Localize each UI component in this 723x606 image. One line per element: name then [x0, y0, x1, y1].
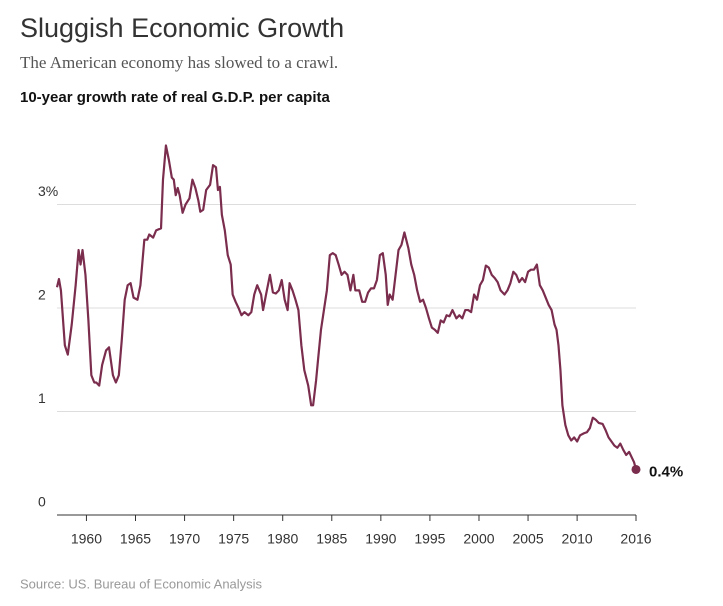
y-tick-label: 0	[38, 494, 46, 510]
x-tick-label: 1965	[120, 531, 151, 547]
end-label: 0.4%	[649, 463, 683, 480]
x-tick-label: 1975	[218, 531, 249, 547]
x-tick-label: 2016	[620, 531, 651, 547]
y-tick-label: 3%	[38, 183, 58, 199]
x-tick-label: 2010	[562, 531, 593, 547]
x-tick-label: 1990	[365, 531, 396, 547]
y-axis-title: 10-year growth rate of real G.D.P. per c…	[20, 89, 330, 106]
y-tick-label: 1	[38, 390, 46, 406]
x-tick-label: 2005	[512, 531, 543, 547]
y-tick-label: 2	[38, 287, 46, 303]
line	[55, 144, 638, 470]
x-tick-label: 1995	[414, 531, 445, 547]
source: Source: US. Bureau of Economic Analysis	[20, 576, 263, 591]
x-tick-label: 1980	[267, 531, 298, 547]
x-tick-label: 1970	[169, 531, 200, 547]
x-tick-label: 2000	[463, 531, 494, 547]
end-point	[631, 464, 641, 474]
chart-title: Sluggish Economic Growth	[20, 13, 344, 43]
x-tick-label: 1985	[316, 531, 347, 547]
chart-subtitle: The American economy has slowed to a cra…	[20, 53, 338, 72]
x-tick-label: 1960	[71, 531, 102, 547]
